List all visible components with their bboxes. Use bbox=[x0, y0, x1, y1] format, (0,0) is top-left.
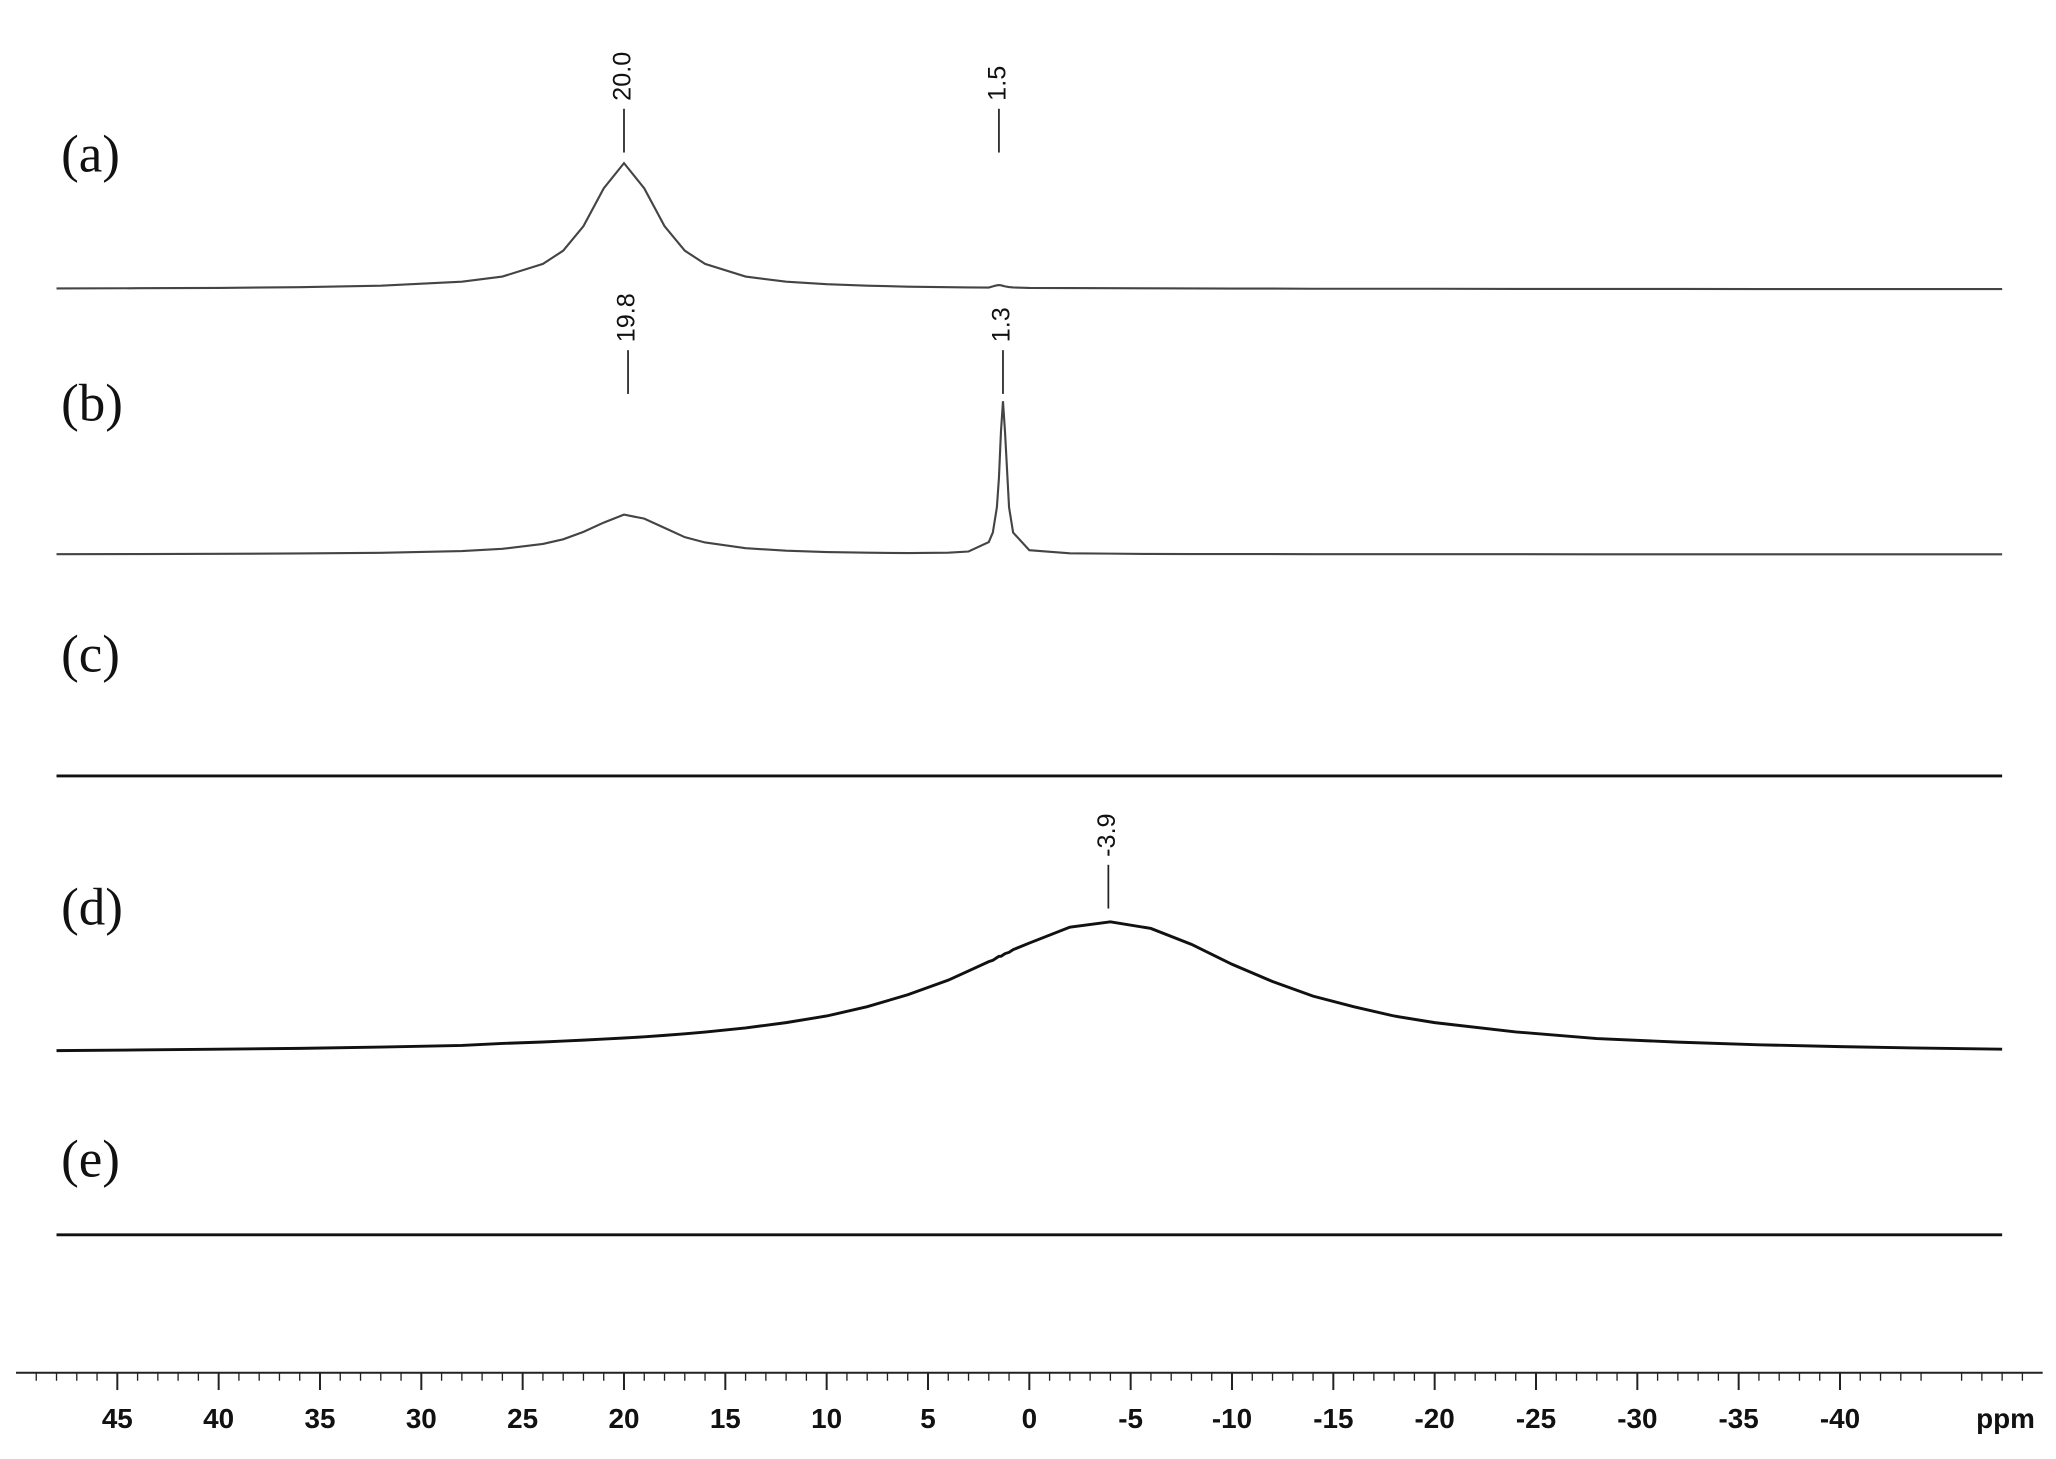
spectrum-trace bbox=[56, 401, 2003, 556]
x-tick-label: 35 bbox=[304, 1403, 335, 1434]
x-tick-label: -20 bbox=[1415, 1403, 1455, 1434]
x-tick-label: 15 bbox=[710, 1403, 741, 1434]
trace-label: (c) bbox=[61, 625, 120, 683]
x-tick-label: -10 bbox=[1212, 1403, 1252, 1434]
trace-label: (b) bbox=[61, 375, 123, 433]
x-tick-label: -40 bbox=[1820, 1403, 1860, 1434]
peak-label: 1.5 bbox=[984, 66, 1012, 101]
peak-label: 1.3 bbox=[988, 307, 1016, 342]
peak-label: -3.9 bbox=[1093, 813, 1121, 856]
x-tick-label: -30 bbox=[1617, 1403, 1657, 1434]
trace-label: (e) bbox=[61, 1131, 120, 1189]
trace-label: (d) bbox=[61, 879, 123, 937]
x-tick-label: 25 bbox=[507, 1403, 538, 1434]
x-tick-label: -15 bbox=[1313, 1403, 1353, 1434]
x-axis-label: ppm bbox=[1976, 1403, 2035, 1434]
x-tick-label: 5 bbox=[920, 1403, 936, 1434]
x-tick-label: 10 bbox=[811, 1403, 842, 1434]
x-tick-label: -5 bbox=[1118, 1403, 1143, 1434]
spectrum-trace bbox=[56, 161, 2003, 291]
x-tick-label: 0 bbox=[1022, 1403, 1038, 1434]
trace-label: (a) bbox=[61, 125, 120, 183]
spectrum-trace bbox=[56, 920, 2003, 1053]
x-tick-label: 30 bbox=[406, 1403, 437, 1434]
x-tick-label: 40 bbox=[203, 1403, 234, 1434]
peak-label: 20.0 bbox=[609, 52, 637, 101]
x-tick-label: 45 bbox=[102, 1403, 133, 1434]
peak-label: 19.8 bbox=[613, 293, 641, 342]
x-tick-label: -35 bbox=[1719, 1403, 1759, 1434]
x-tick-label: -25 bbox=[1516, 1403, 1556, 1434]
x-tick-label: 20 bbox=[608, 1403, 639, 1434]
